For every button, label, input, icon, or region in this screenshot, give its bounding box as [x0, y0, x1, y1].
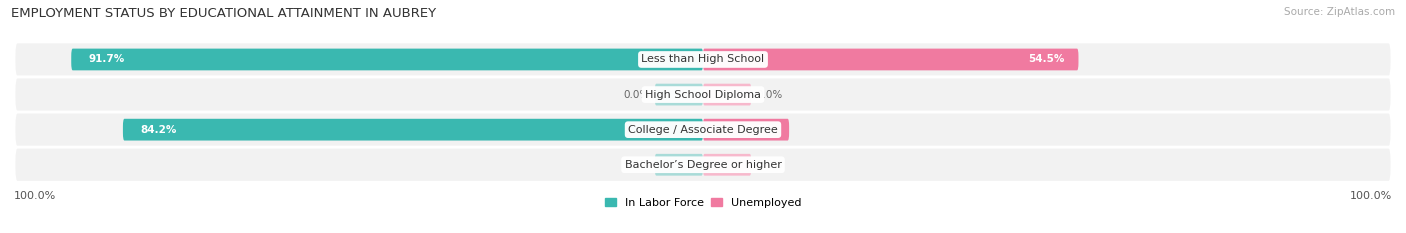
Text: 84.2%: 84.2% — [141, 125, 177, 135]
FancyBboxPatch shape — [14, 77, 1392, 112]
Text: 0.0%: 0.0% — [756, 89, 783, 99]
Text: High School Diploma: High School Diploma — [645, 89, 761, 99]
FancyBboxPatch shape — [703, 119, 789, 140]
Text: 0.0%: 0.0% — [623, 160, 650, 170]
Text: Less than High School: Less than High School — [641, 55, 765, 65]
FancyBboxPatch shape — [14, 112, 1392, 147]
FancyBboxPatch shape — [703, 49, 1078, 70]
Text: 100.0%: 100.0% — [14, 191, 56, 201]
FancyBboxPatch shape — [655, 154, 703, 176]
Text: Bachelor’s Degree or higher: Bachelor’s Degree or higher — [624, 160, 782, 170]
Text: 54.5%: 54.5% — [1028, 55, 1064, 65]
FancyBboxPatch shape — [122, 119, 703, 140]
Text: College / Associate Degree: College / Associate Degree — [628, 125, 778, 135]
Text: 0.0%: 0.0% — [623, 89, 650, 99]
Text: EMPLOYMENT STATUS BY EDUCATIONAL ATTAINMENT IN AUBREY: EMPLOYMENT STATUS BY EDUCATIONAL ATTAINM… — [11, 7, 436, 20]
Text: 100.0%: 100.0% — [1350, 191, 1392, 201]
Text: Source: ZipAtlas.com: Source: ZipAtlas.com — [1284, 7, 1395, 17]
FancyBboxPatch shape — [655, 84, 703, 106]
FancyBboxPatch shape — [14, 147, 1392, 182]
Legend: In Labor Force, Unemployed: In Labor Force, Unemployed — [600, 193, 806, 212]
FancyBboxPatch shape — [703, 154, 751, 176]
FancyBboxPatch shape — [14, 42, 1392, 77]
Text: 12.5%: 12.5% — [740, 125, 775, 135]
Text: 91.7%: 91.7% — [89, 55, 125, 65]
FancyBboxPatch shape — [703, 84, 751, 106]
FancyBboxPatch shape — [72, 49, 703, 70]
Text: 0.0%: 0.0% — [756, 160, 783, 170]
